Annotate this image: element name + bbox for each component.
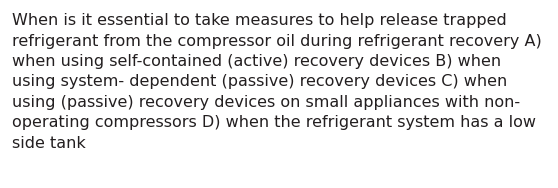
Text: When is it essential to take measures to help release trapped
refrigerant from t: When is it essential to take measures to… <box>12 13 542 151</box>
